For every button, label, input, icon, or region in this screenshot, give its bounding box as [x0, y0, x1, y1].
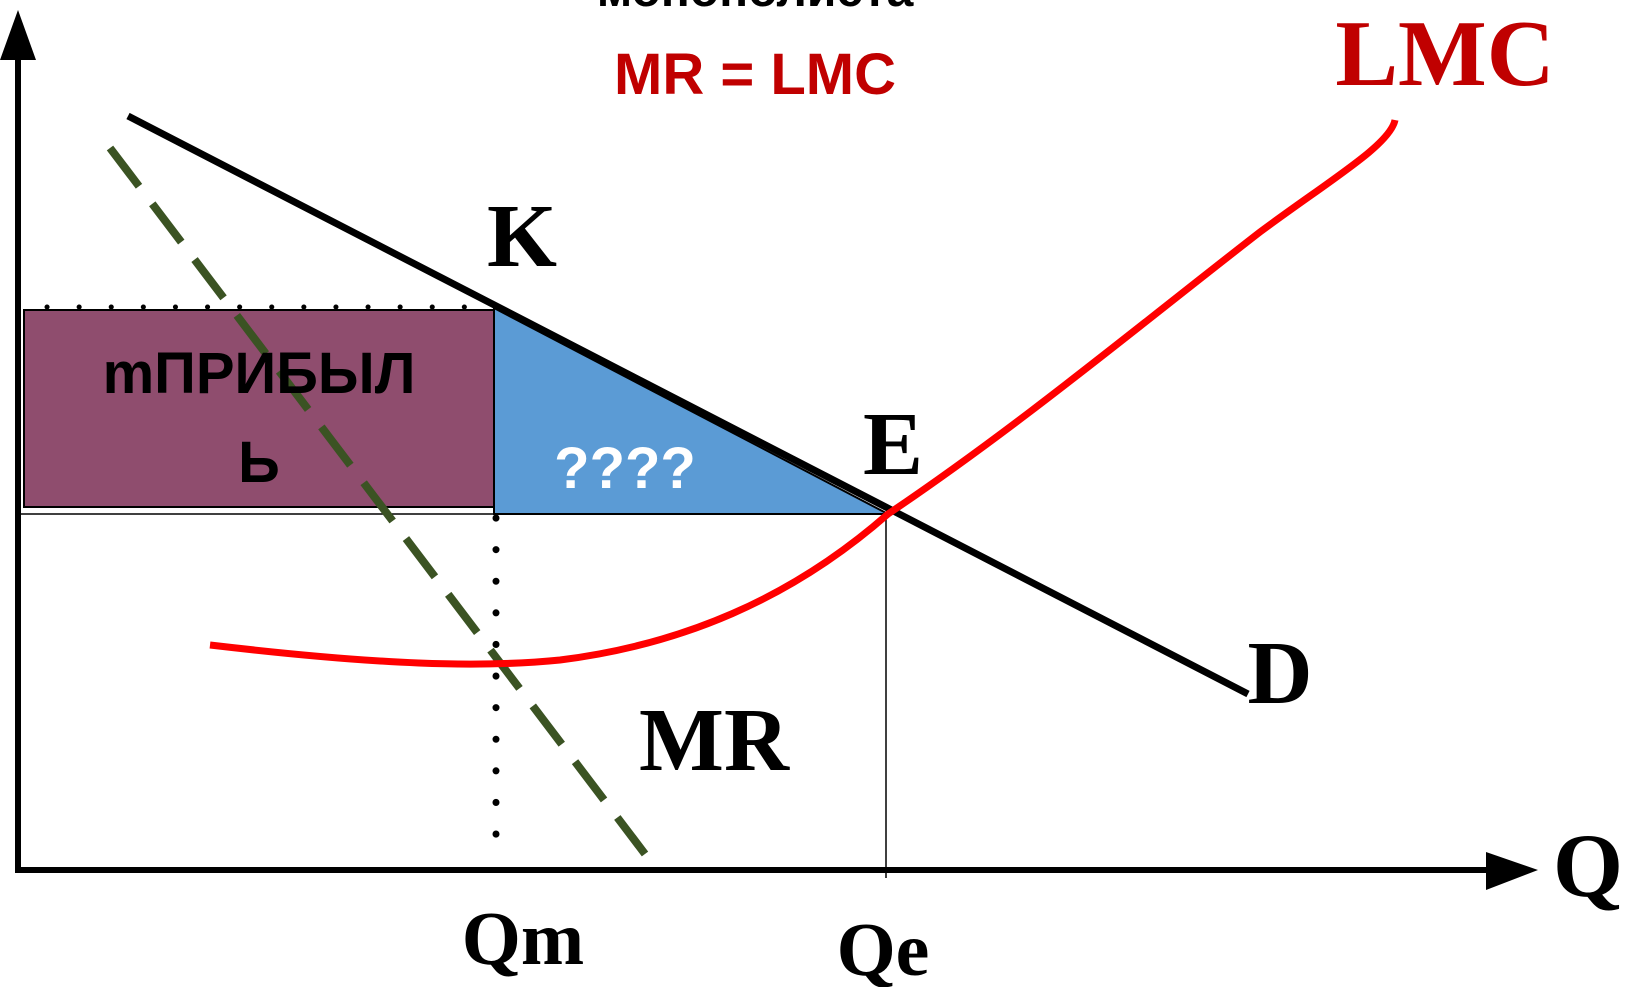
subtitle-equation: MR = LMC: [614, 42, 896, 107]
qe-label: Qe: [837, 908, 930, 987]
qm-label: Qm: [462, 897, 584, 981]
profit-label-line2: Ь: [238, 430, 280, 495]
q-axis-label: Q: [1553, 817, 1623, 916]
mr-curve: [106, 145, 649, 857]
demand-curve: [126, 112, 1250, 698]
profit-label-line1: mПРИБЫЛ: [103, 341, 416, 406]
point-k-label: K: [487, 187, 557, 286]
mr-label: MR: [639, 691, 790, 790]
title-partial: монополиста: [597, 0, 914, 17]
y-axis-arrow-icon: [0, 10, 36, 60]
lmc-label: LMC: [1335, 2, 1554, 106]
lmc-curve: [209, 118, 1399, 668]
deadweight-label: ????: [554, 436, 696, 501]
point-e-label: E: [863, 395, 923, 494]
x-axis-arrow-icon: [1486, 852, 1538, 890]
demand-label: D: [1248, 624, 1313, 723]
